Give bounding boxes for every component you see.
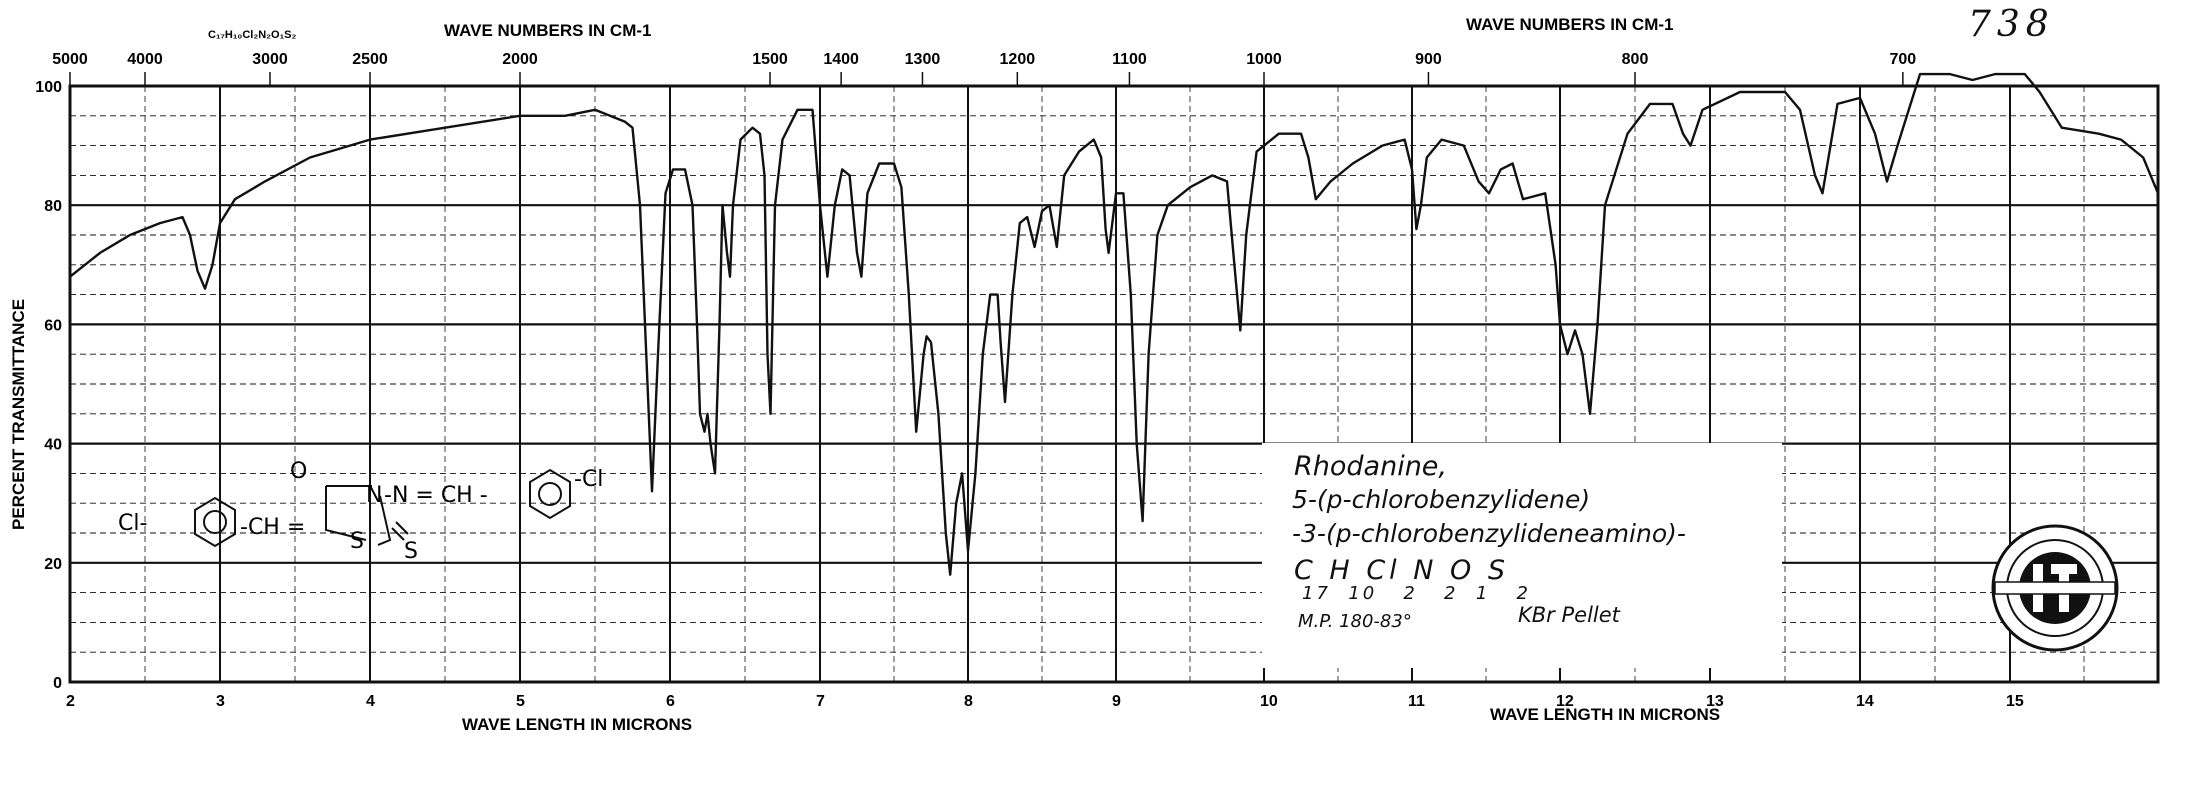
plot-frame [68,84,2160,684]
structure-ch-eq: -CH = [240,515,305,540]
x-tick-label: 6 [666,693,675,710]
y-tick-label: 20 [44,556,62,573]
x-tick-label: 11 [1408,693,1425,710]
compound-formula-subscripts: 17 10 2 2 1 2 [1302,583,1531,604]
wavenumber-tick-label: 1200 [1000,51,1036,68]
y-tick-label: 100 [35,79,62,96]
x-tick-label: 13 [1706,693,1724,710]
structure-left-cl: Cl- [118,511,147,536]
compound-line3: -3-(p-chlorobenzylideneamino)- [1292,519,1686,548]
x-axis-label-right: WAVE LENGTH IN MICRONS [1490,705,1720,724]
wavenumber-tick-label: 1300 [905,51,941,68]
y-tick-label: 0 [53,675,62,692]
x-tick-label: 2 [66,693,75,710]
compound-name: Rhodanine, [1294,451,1447,482]
melting-point: M.P. 180-83° [1298,611,1412,632]
x-tick-label: 3 [216,693,225,710]
wavenumber-tick-label: 1100 [1112,51,1147,68]
right-ring-aromatic [538,482,562,506]
compound-line2: 5-(p-chlorobenzylidene) [1292,485,1591,514]
compound-formula: C H Cl N O S [1294,555,1510,586]
x-tick-label: 14 [1856,693,1874,710]
x-ticks: 2 3 4 5 6 7 8 9 10 11 12 13 14 15 [66,693,2024,710]
wavenumber-tick-label: 3000 [252,51,288,68]
y-tick-label: 60 [44,317,62,334]
thiazolidine-ring-left [325,486,367,541]
y-tick-label: 80 [44,198,62,215]
wavenumber-tick-label: 700 [1890,51,1917,68]
x-tick-label: 7 [816,693,825,710]
x-axis-label-left: WAVE LENGTH IN MICRONS [462,715,692,734]
x-tick-label: 4 [366,693,375,710]
spectrum-line [69,72,2160,576]
wavenumber-title-right: WAVE NUMBERS IN CM-1 [1466,15,1673,34]
page-number: 738 [1968,4,2055,45]
formula-top: C₁₇H₁₀Cl₂N₂O₁S₂ [208,29,297,41]
structure-ring-s: S [350,529,364,554]
x-tick-label: 10 [1260,693,1278,710]
x-tick-label: 9 [1112,693,1121,710]
left-ring-aromatic [203,510,227,534]
grid [69,84,2159,684]
x-tick-label: 5 [516,693,525,710]
wavenumber-tick-label: 800 [1622,51,1649,68]
compound-label: Rhodanine, 5-(p-chlorobenzylidene) -3-(p… [1262,443,1782,668]
x-tick-label: 12 [1556,693,1574,710]
wavenumber-tick-label: 1400 [823,51,859,68]
structure-n: N [366,483,382,508]
left-benzene-ring [194,496,236,548]
wavenumber-ticks: 5000 4000 3000 2500 2000 1500 1400 1300 1200 1100… [52,51,1916,86]
chemical-structure [194,468,571,548]
exo-sulfur-bond-a [391,527,405,541]
structure-right-cl: -Cl [574,467,603,492]
exo-sulfur-bond-b [395,521,409,535]
right-benzene-ring [529,468,571,520]
wavenumber-tick-label: 5000 [52,51,88,68]
company-seal [1991,524,2119,652]
wavenumber-tick-label: 900 [1415,51,1442,68]
structure-exo-s: S [404,539,418,564]
wavenumber-tick-label: 1500 [752,51,788,68]
wavenumber-tick-label: 1000 [1246,51,1282,68]
structure-n-eq-ch: -N = CH - [384,483,488,508]
wavenumber-tick-label: 4000 [127,51,163,68]
x-tick-label: 8 [964,693,973,710]
wavenumber-tick-label: 2000 [502,51,538,68]
wavenumber-tick-label: 2500 [352,51,388,68]
y-ticks: 100 80 60 40 20 0 [35,79,62,692]
x-tick-label: 15 [2006,693,2024,710]
wavenumber-title-left: WAVE NUMBERS IN CM-1 [444,21,651,40]
y-axis-label: PERCENT TRANSMITTANCE [9,299,28,530]
thiazolidine-ring-right [377,495,392,546]
sample-prep: KBr Pellet [1518,603,1620,627]
structure-o: O [290,459,307,484]
y-tick-label: 40 [44,437,62,454]
